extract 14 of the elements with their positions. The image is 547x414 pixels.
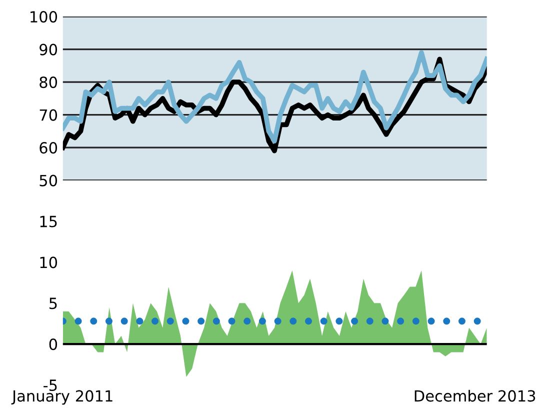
y-tick-label: 10 xyxy=(40,256,58,268)
y-tick-label: 5 xyxy=(50,298,57,310)
y-tick-label: 70 xyxy=(40,109,58,121)
x-tick-label: December 2013 xyxy=(414,390,536,402)
y-tick-label: 60 xyxy=(40,142,58,154)
y-tick-label: 50 xyxy=(40,174,58,186)
y-tick-label: 0 xyxy=(49,338,58,350)
y-tick-label: 15 xyxy=(40,216,57,228)
y-tick-label: -5 xyxy=(44,380,57,392)
y-tick-label: 80 xyxy=(40,76,58,88)
y-tick-label: 100 xyxy=(30,11,58,23)
y-tick-label: 90 xyxy=(40,44,58,56)
line-series xyxy=(62,50,487,144)
x-tick-label: January 2011 xyxy=(11,390,112,405)
